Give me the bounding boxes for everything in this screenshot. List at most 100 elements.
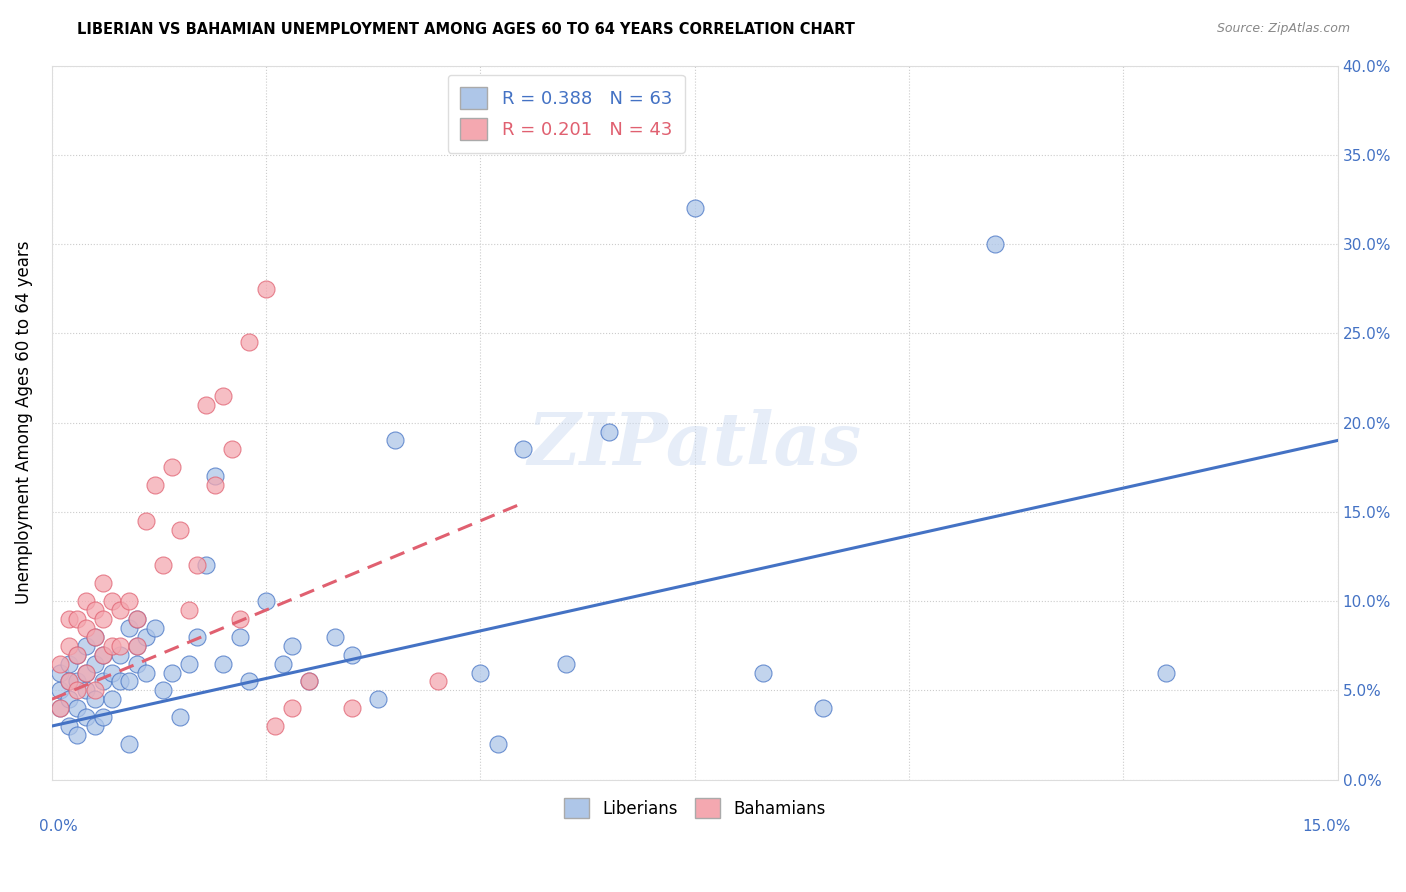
Point (271, 657, 294, 671)
Point (91, 674, 114, 689)
Point (212, 389, 235, 403)
Point (91, 648, 114, 662)
Point (186, 558, 208, 573)
Point (983, 237, 1005, 252)
Point (204, 469, 226, 483)
Point (177, 603, 200, 617)
Point (91, 612, 114, 626)
Point (212, 657, 235, 671)
Point (58, 657, 80, 671)
Point (177, 657, 200, 671)
Text: Source: ZipAtlas.com: Source: ZipAtlas.com (1216, 22, 1350, 36)
Point (127, 612, 149, 626)
Point (66, 648, 89, 662)
Point (83, 630, 105, 644)
Point (186, 630, 208, 644)
Point (75, 621, 97, 635)
Point (110, 603, 132, 617)
Point (135, 514, 157, 528)
Point (83, 683, 105, 698)
Point (127, 639, 149, 653)
Point (160, 460, 183, 475)
Point (49, 683, 72, 698)
Point (384, 434, 406, 448)
Point (75, 594, 97, 608)
Legend: Liberians, Bahamians: Liberians, Bahamians (557, 791, 832, 825)
Point (83, 657, 105, 671)
Text: ZIPatlas: ZIPatlas (527, 409, 862, 480)
Point (195, 398, 218, 412)
Point (75, 665, 97, 680)
Point (91, 576, 114, 591)
Point (683, 202, 706, 216)
Y-axis label: Unemployment Among Ages 60 to 64 years: Unemployment Among Ages 60 to 64 years (15, 241, 32, 605)
Point (75, 683, 97, 698)
Point (229, 630, 252, 644)
Point (127, 657, 149, 671)
Point (49, 657, 72, 671)
Point (118, 594, 141, 608)
Point (512, 442, 534, 457)
Point (66, 612, 89, 626)
Point (152, 683, 174, 698)
Point (58, 674, 80, 689)
Point (238, 674, 260, 689)
Point (91, 648, 114, 662)
Point (221, 442, 243, 457)
Point (555, 657, 578, 671)
Point (100, 639, 122, 653)
Point (118, 737, 141, 751)
Point (49, 701, 72, 715)
Point (298, 674, 321, 689)
Point (49, 701, 72, 715)
Point (195, 558, 218, 573)
Point (66, 674, 89, 689)
Point (127, 612, 149, 626)
Point (366, 692, 388, 706)
Point (66, 728, 89, 742)
Point (813, 701, 835, 715)
Point (204, 478, 226, 492)
Point (100, 665, 122, 680)
Point (263, 719, 285, 733)
Point (169, 523, 191, 537)
Point (143, 621, 166, 635)
Text: 15.0%: 15.0% (1302, 819, 1351, 834)
Point (118, 674, 141, 689)
Point (143, 478, 166, 492)
Point (91, 710, 114, 724)
Point (340, 648, 363, 662)
Point (110, 639, 132, 653)
Point (66, 683, 89, 698)
Point (66, 648, 89, 662)
Point (49, 665, 72, 680)
Point (135, 665, 157, 680)
Point (58, 612, 80, 626)
Point (58, 674, 80, 689)
Point (470, 665, 492, 680)
Point (426, 674, 449, 689)
Point (135, 630, 157, 644)
Point (58, 719, 80, 733)
Point (58, 639, 80, 653)
Point (100, 692, 122, 706)
Point (127, 639, 149, 653)
Point (110, 648, 132, 662)
Point (75, 639, 97, 653)
Point (238, 335, 260, 350)
Point (152, 558, 174, 573)
Point (160, 665, 183, 680)
Point (118, 621, 141, 635)
Point (83, 630, 105, 644)
Point (83, 692, 105, 706)
Point (100, 594, 122, 608)
Point (254, 594, 277, 608)
Point (58, 692, 80, 706)
Point (66, 701, 89, 715)
Point (169, 710, 191, 724)
Point (83, 719, 105, 733)
Point (486, 737, 509, 751)
Point (83, 603, 105, 617)
Point (110, 674, 132, 689)
Point (1154, 665, 1177, 680)
